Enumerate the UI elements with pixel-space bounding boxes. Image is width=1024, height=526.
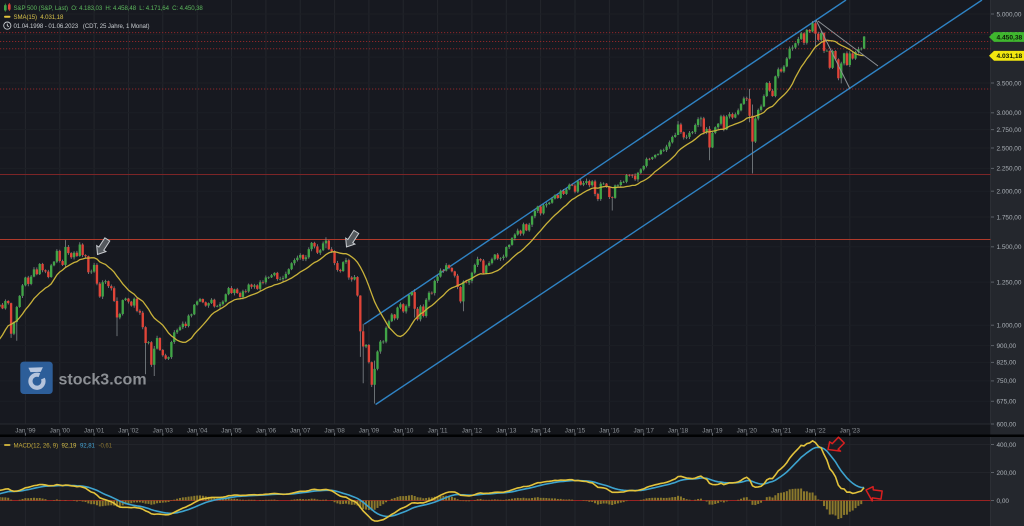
svg-text:900,00: 900,00 xyxy=(997,343,1017,350)
svg-text:Jan '21: Jan '21 xyxy=(771,428,792,435)
svg-text:2.500,00: 2.500,00 xyxy=(997,145,1022,152)
svg-text:0,00: 0,00 xyxy=(997,498,1010,505)
svg-text:Jan '01: Jan '01 xyxy=(84,428,105,435)
svg-text:Jan '08: Jan '08 xyxy=(324,428,345,435)
svg-text:Jan '03: Jan '03 xyxy=(153,428,174,435)
svg-text:MACD(12, 26, 9): MACD(12, 26, 9) xyxy=(14,443,59,450)
svg-text:750,00: 750,00 xyxy=(997,378,1017,385)
svg-text:600,00: 600,00 xyxy=(997,421,1017,428)
svg-text:825,00: 825,00 xyxy=(997,360,1017,367)
svg-text:Jan '15: Jan '15 xyxy=(565,428,586,435)
svg-text:S&P 500 (S&P, Last) O: 4.183,: S&P 500 (S&P, Last) O: 4.183,03 H: 4.458… xyxy=(14,5,204,12)
svg-text:Jan '00: Jan '00 xyxy=(50,428,71,435)
svg-text:Jan '07: Jan '07 xyxy=(290,428,311,435)
svg-text:1.750,00: 1.750,00 xyxy=(997,214,1022,221)
svg-text:Jan '13: Jan '13 xyxy=(496,428,517,435)
svg-text:4.031,18: 4.031,18 xyxy=(997,53,1023,60)
svg-text:4.450,38: 4.450,38 xyxy=(997,34,1023,41)
svg-text:Jan '18: Jan '18 xyxy=(668,428,689,435)
svg-text:2.250,00: 2.250,00 xyxy=(997,166,1022,173)
svg-text:200,00: 200,00 xyxy=(997,470,1017,477)
svg-text:92,19: 92,19 xyxy=(62,443,78,450)
svg-text:Jan '04: Jan '04 xyxy=(187,428,208,435)
svg-text:1.500,00: 1.500,00 xyxy=(997,244,1022,251)
svg-text:Jan '22: Jan '22 xyxy=(805,428,826,435)
svg-text:Jan '16: Jan '16 xyxy=(599,428,620,435)
svg-text:3.500,00: 3.500,00 xyxy=(997,80,1022,87)
svg-text:Jan '06: Jan '06 xyxy=(256,428,277,435)
svg-text:Jan '17: Jan '17 xyxy=(633,428,654,435)
svg-text:1.250,00: 1.250,00 xyxy=(997,279,1022,286)
svg-text:Jan '11: Jan '11 xyxy=(428,428,448,435)
svg-text:Jan '23: Jan '23 xyxy=(840,428,861,435)
svg-text:Jan '14: Jan '14 xyxy=(530,428,551,435)
svg-text:01.04.1998 - 01.06.2023 (CDT: 01.04.1998 - 01.06.2023 (CDT, 25 Jahre, … xyxy=(14,23,150,30)
svg-text:5.000,00: 5.000,00 xyxy=(997,11,1022,18)
svg-text:SMA(15) 4.031,18: SMA(15) 4.031,18 xyxy=(14,14,64,21)
svg-text:400,00: 400,00 xyxy=(997,442,1017,449)
svg-text:Jan '10: Jan '10 xyxy=(393,428,414,435)
svg-text:Jan '02: Jan '02 xyxy=(118,428,139,435)
svg-text:Jan '12: Jan '12 xyxy=(462,428,483,435)
svg-text:Jan '05: Jan '05 xyxy=(221,428,242,435)
svg-text:92,81: 92,81 xyxy=(80,443,96,450)
svg-text:-0,61: -0,61 xyxy=(99,443,113,450)
svg-text:stock3.com: stock3.com xyxy=(59,372,147,389)
svg-text:3.000,00: 3.000,00 xyxy=(997,110,1022,117)
svg-text:Jan '99: Jan '99 xyxy=(15,428,36,435)
svg-text:Jan '20: Jan '20 xyxy=(737,428,758,435)
svg-text:675,00: 675,00 xyxy=(997,399,1017,406)
svg-text:Jan '09: Jan '09 xyxy=(359,428,380,435)
svg-text:1.000,00: 1.000,00 xyxy=(997,323,1022,330)
svg-text:2.000,00: 2.000,00 xyxy=(997,189,1022,196)
svg-text:Jan '19: Jan '19 xyxy=(702,428,723,435)
svg-text:2.750,00: 2.750,00 xyxy=(997,127,1022,134)
